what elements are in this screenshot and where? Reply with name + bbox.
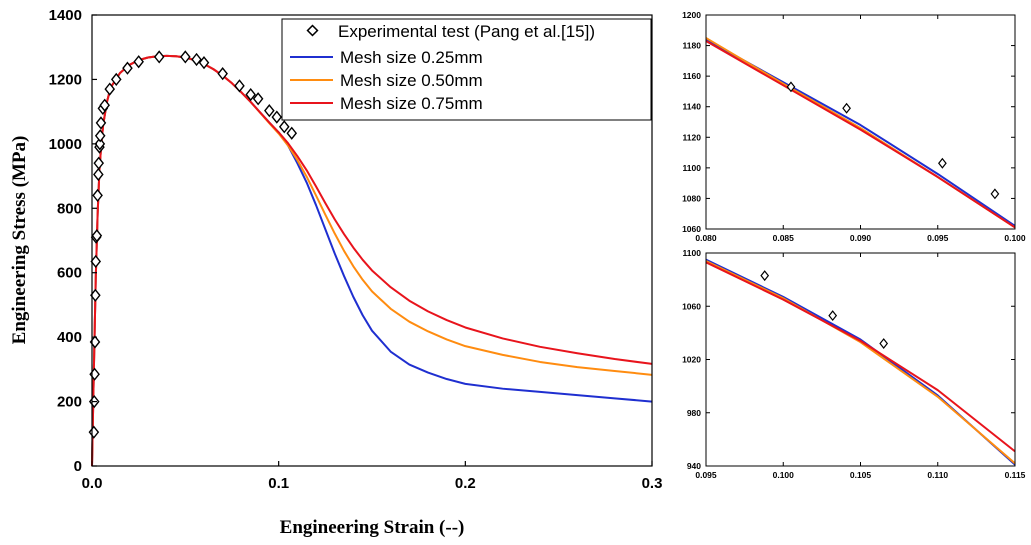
series-line-mesh-size-0-75mm [705,40,1016,229]
series-line-mesh-size-0-50mm [705,37,1016,229]
series-line-mesh-size-0-75mm [705,261,1016,453]
data-point-marker [94,137,106,151]
legend: Experimental test (Pang et al.[15]) Mesh… [281,18,652,121]
legend-item-mesh-025: Mesh size 0.25mm [290,48,483,67]
main-stress-strain-chart: 0.0 0.1 0.2 0.3 0 200 400 600 800 1000 1200 1400 [49,7,663,492]
x-tick-label: 0.3 [642,475,663,492]
data-point-marker [271,110,283,124]
data-point-marker [153,50,165,64]
y-tick-label: 0 [74,458,82,475]
y-tick-label: 940 [687,461,701,471]
legend-item-mesh-075: Mesh size 0.75mm [290,94,483,113]
legend-label-experimental: Experimental test (Pang et al.[15]) [338,22,595,41]
data-point-marker [191,52,202,67]
data-point-marker [90,254,102,269]
y-tick-label: 800 [57,200,82,217]
y-tick-label: 1200 [682,10,701,20]
x-tick-label: 0.100 [1004,233,1026,243]
legend-label-mesh-025: Mesh size 0.25mm [340,48,483,67]
data-point-marker [245,87,256,102]
data-point-marker [990,188,1000,200]
series-line-mesh-size-0-25mm [705,258,1016,466]
y-tick-label: 1100 [683,163,702,173]
x-tick-label: 0.115 [1005,470,1026,480]
data-point-marker [286,126,298,140]
zoom-inset-bottom-chart: 0.095 0.100 0.105 0.110 0.115 940 980 1020 1060 1… [682,248,1026,480]
legend-box [281,18,652,121]
data-point-marker [133,55,144,69]
data-point-marker [760,270,770,282]
data-point-marker [879,338,889,349]
plot-frame [91,14,653,467]
x-tick-label: 0.095 [695,470,717,480]
legend-label-mesh-050: Mesh size 0.50mm [340,71,483,90]
y-tick-label: 1400 [49,7,82,24]
data-point-marker [93,156,105,170]
y-tick-label: 1060 [682,301,701,311]
y-tick-label: 1160 [683,71,702,81]
y-tick-label: 1100 [683,248,702,258]
data-point-marker [122,61,133,75]
y-tick-label: 1200 [49,71,82,88]
y-tick-label: 1120 [683,132,702,142]
data-point-marker [217,67,228,81]
data-point-marker [94,129,106,143]
x-tick-label: 0.105 [850,470,872,480]
legend-item-mesh-050: Mesh size 0.50mm [290,71,483,90]
series-line-mesh-size-0-50mm [705,260,1016,465]
data-point-marker [786,81,796,93]
x-tick-label: 0.085 [773,233,795,243]
data-point-marker [88,425,100,439]
data-point-marker [252,92,264,106]
y-tick-label: 200 [57,394,82,411]
y-tick-label: 1020 [682,355,701,365]
x-tick-label: 0.0 [82,475,103,492]
data-point-marker [110,72,122,87]
y-tick-label: 1000 [49,136,82,153]
y-tick-label: 980 [687,408,701,418]
zoom-inset-top-chart: 0.080 0.085 0.090 0.095 0.100 1060 1080 1100 112… [682,10,1026,243]
y-tick-label: 1060 [682,224,701,234]
x-tick-label: 0.100 [773,470,795,480]
data-point-marker [234,79,245,93]
x-tick-label: 0.2 [455,475,476,492]
y-tick-label: 400 [57,329,82,346]
data-point-marker [180,50,191,64]
data-point-marker [938,157,947,169]
legend-item-experimental: Experimental test (Pang et al.[15]) [306,22,595,41]
y-tick-label: 1080 [682,193,701,203]
x-axis-title: Engineering Strain (--) [280,517,465,538]
y-tick-label: 1140 [683,102,702,112]
diamond-marker-icon [306,24,319,37]
legend-label-mesh-075: Mesh size 0.75mm [340,94,483,113]
data-point-marker [264,104,275,118]
data-point-marker [278,120,290,134]
y-axis-title: Engineering Stress (MPa) [9,136,30,345]
x-tick-label: 0.090 [850,233,872,243]
data-point-marker [198,56,210,70]
data-point-marker [99,98,110,112]
data-point-marker [91,229,103,243]
x-tick-label: 0.095 [927,233,949,243]
data-point-marker [92,188,103,203]
x-tick-label: 0.110 [927,470,948,480]
x-tick-label: 0.1 [268,475,289,492]
data-point-marker [95,116,107,130]
data-point-marker [828,310,838,322]
data-point-marker [842,102,851,114]
x-tick-label: 0.080 [695,233,717,243]
y-tick-label: 600 [57,265,82,282]
data-point-marker [104,82,116,96]
y-tick-label: 1180 [683,41,702,51]
data-point-marker [93,167,104,182]
